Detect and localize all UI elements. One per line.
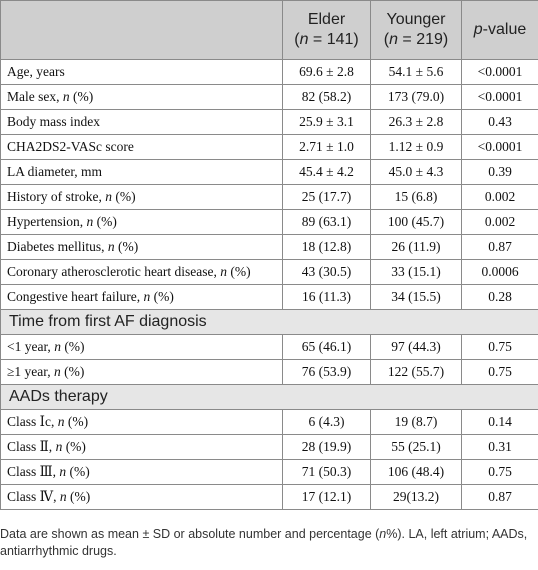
cell-elder: 16 (11.3) (282, 284, 371, 310)
cell-elder: 17 (12.1) (282, 484, 371, 510)
cell-elder: 25.9 ± 3.1 (282, 109, 371, 135)
table-row: LA diameter, mm 45.4 ± 4.2 45.0 ± 4.3 0.39 (0, 159, 538, 185)
cell-younger: 122 (55.7) (370, 359, 462, 385)
cell-elder: 43 (30.5) (282, 259, 371, 285)
table-row: Class Ⅲ, n (%) 71 (50.3) 106 (48.4) 0.75 (0, 459, 538, 485)
table-row: Class Ⅰc, n (%) 6 (4.3) 19 (8.7) 0.14 (0, 409, 538, 435)
cell-elder: 82 (58.2) (282, 84, 371, 110)
cell-younger: 34 (15.5) (370, 284, 462, 310)
row-label: Class Ⅰc, n (%) (0, 409, 283, 435)
row-label: CHA2DS2-VASc score (0, 134, 283, 160)
table-row: Body mass index 25.9 ± 3.1 26.3 ± 2.8 0.43 (0, 109, 538, 135)
cell-pvalue: 0.39 (461, 159, 538, 185)
row-label: Body mass index (0, 109, 283, 135)
row-label: <1 year, n (%) (0, 334, 283, 360)
baseline-characteristics-table: Elder (n = 141) Younger (n = 219) p-valu… (0, 0, 538, 510)
cell-younger: 33 (15.1) (370, 259, 462, 285)
header-younger-label: Younger (386, 11, 446, 28)
cell-pvalue: 0.002 (461, 209, 538, 235)
table-row: ≥1 year, n (%) 76 (53.9) 122 (55.7) 0.75 (0, 359, 538, 385)
cell-elder: 76 (53.9) (282, 359, 371, 385)
table-footnote: Data are shown as mean ± SD or absolute … (0, 527, 528, 558)
row-label: Hypertension, n (%) (0, 209, 283, 235)
cell-pvalue: 0.43 (461, 109, 538, 135)
cell-younger: 1.12 ± 0.9 (370, 134, 462, 160)
table-row: Congestive heart failure, n (%) 16 (11.3)… (0, 284, 538, 310)
header-blank (0, 0, 283, 60)
cell-elder: 25 (17.7) (282, 184, 371, 210)
cell-younger: 15 (6.8) (370, 184, 462, 210)
table-body-characteristics: Age, years 69.6 ± 2.8 54.1 ± 5.6 <0.0001 Mal… (0, 59, 538, 310)
table-row: Age, years 69.6 ± 2.8 54.1 ± 5.6 <0.0001 (0, 59, 538, 85)
header-elder: Elder (n = 141) (282, 0, 371, 60)
cell-younger: 97 (44.3) (370, 334, 462, 360)
row-label: Diabetes mellitus, n (%) (0, 234, 283, 260)
cell-pvalue: 0.75 (461, 459, 538, 485)
section-heading: AADs therapy (0, 384, 538, 410)
row-label: History of stroke, n (%) (0, 184, 283, 210)
row-label: ≥1 year, n (%) (0, 359, 283, 385)
row-label: Class Ⅳ, n (%) (0, 484, 283, 510)
cell-younger: 173 (79.0) (370, 84, 462, 110)
cell-younger: 54.1 ± 5.6 (370, 59, 462, 85)
header-elder-n: (n = 141) (294, 31, 359, 48)
header-elder-label: Elder (307, 11, 346, 28)
row-label: Age, years (0, 59, 283, 85)
table-header: Elder (n = 141) Younger (n = 219) p-valu… (0, 0, 538, 60)
row-label: Class Ⅱ, n (%) (0, 434, 283, 460)
cell-pvalue: <0.0001 (461, 84, 538, 110)
table-row: Class Ⅱ, n (%) 28 (19.9) 55 (25.1) 0.31 (0, 434, 538, 460)
cell-elder: 28 (19.9) (282, 434, 371, 460)
cell-elder: 71 (50.3) (282, 459, 371, 485)
section-heading: Time from first AF diagnosis (0, 309, 538, 335)
cell-pvalue: <0.0001 (461, 59, 538, 85)
cell-younger: 26.3 ± 2.8 (370, 109, 462, 135)
cell-pvalue: 0.75 (461, 334, 538, 360)
cell-pvalue: 0.31 (461, 434, 538, 460)
row-label: Class Ⅲ, n (%) (0, 459, 283, 485)
table-row: Class Ⅳ, n (%) 17 (12.1) 29(13.2) 0.87 (0, 484, 538, 510)
section-time-from-af: Time from first AF diagnosis (0, 309, 538, 335)
cell-pvalue: <0.0001 (461, 134, 538, 160)
cell-younger: 26 (11.9) (370, 234, 462, 260)
cell-younger: 100 (45.7) (370, 209, 462, 235)
header-younger: Younger (n = 219) (370, 0, 462, 60)
cell-elder: 2.71 ± 1.0 (282, 134, 371, 160)
cell-younger: 45.0 ± 4.3 (370, 159, 462, 185)
cell-younger: 55 (25.1) (370, 434, 462, 460)
cell-pvalue: 0.75 (461, 359, 538, 385)
cell-pvalue: 0.002 (461, 184, 538, 210)
table-row: History of stroke, n (%) 25 (17.7) 15 (6.8… (0, 184, 538, 210)
row-label: Congestive heart failure, n (%) (0, 284, 283, 310)
cell-elder: 45.4 ± 4.2 (282, 159, 371, 185)
table-row: Diabetes mellitus, n (%) 18 (12.8) 26 (11.… (0, 234, 538, 260)
cell-pvalue: 0.87 (461, 484, 538, 510)
table-row: Coronary atherosclerotic heart disease, … (0, 259, 538, 285)
cell-pvalue: 0.0006 (461, 259, 538, 285)
table-body-aads: Class Ⅰc, n (%) 6 (4.3) 19 (8.7) 0.14 Class … (0, 409, 538, 510)
header-younger-n: (n = 219) (383, 31, 449, 48)
cell-elder: 69.6 ± 2.8 (282, 59, 371, 85)
table-row: CHA2DS2-VASc score 2.71 ± 1.0 1.12 ± 0.9 <0… (0, 134, 538, 160)
row-label: Male sex, n (%) (0, 84, 283, 110)
cell-elder: 18 (12.8) (282, 234, 371, 260)
table-body-time-from-af: <1 year, n (%) 65 (46.1) 97 (44.3) 0.75 ≥1 y… (0, 334, 538, 385)
cell-younger: 29(13.2) (370, 484, 462, 510)
section-aads: AADs therapy (0, 384, 538, 410)
row-label: Coronary atherosclerotic heart disease, … (0, 259, 283, 285)
row-label: LA diameter, mm (0, 159, 283, 185)
header-pvalue: p-value (461, 0, 538, 60)
cell-pvalue: 0.87 (461, 234, 538, 260)
cell-elder: 89 (63.1) (282, 209, 371, 235)
table-row: Hypertension, n (%) 89 (63.1) 100 (45.7) 0.… (0, 209, 538, 235)
table-row: <1 year, n (%) 65 (46.1) 97 (44.3) 0.75 (0, 334, 538, 360)
cell-pvalue: 0.28 (461, 284, 538, 310)
cell-younger: 19 (8.7) (370, 409, 462, 435)
cell-elder: 6 (4.3) (282, 409, 371, 435)
table-row: Male sex, n (%) 82 (58.2) 173 (79.0) <0.000… (0, 84, 538, 110)
cell-younger: 106 (48.4) (370, 459, 462, 485)
cell-pvalue: 0.14 (461, 409, 538, 435)
cell-elder: 65 (46.1) (282, 334, 371, 360)
